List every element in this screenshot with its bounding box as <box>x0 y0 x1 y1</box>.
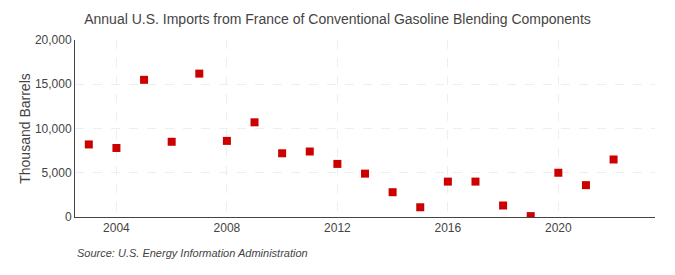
svg-text:20,000: 20,000 <box>35 33 72 47</box>
svg-text:5,000: 5,000 <box>42 166 72 180</box>
svg-text:2020: 2020 <box>545 221 572 235</box>
svg-text:Source: U.S. Energy Informatio: Source: U.S. Energy Information Administ… <box>77 247 308 259</box>
svg-text:0: 0 <box>65 210 72 224</box>
svg-text:15,000: 15,000 <box>35 77 72 91</box>
svg-text:2012: 2012 <box>324 221 351 235</box>
svg-text:2004: 2004 <box>103 221 130 235</box>
svg-text:2008: 2008 <box>214 221 241 235</box>
svg-text:Thousand Barrels: Thousand Barrels <box>17 73 33 184</box>
svg-text:Annual U.S. Imports from Franc: Annual U.S. Imports from France of Conve… <box>84 11 591 27</box>
svg-text:2016: 2016 <box>435 221 462 235</box>
svg-text:10,000: 10,000 <box>35 122 72 136</box>
